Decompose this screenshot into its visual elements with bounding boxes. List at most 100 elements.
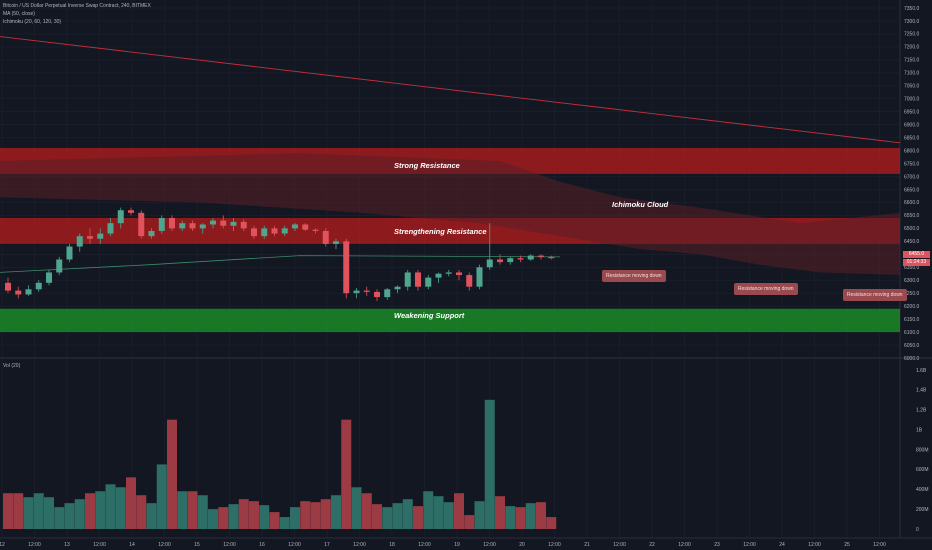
time-tick-label: 12:00 bbox=[353, 542, 366, 548]
time-tick-label: 12:00 bbox=[93, 542, 106, 548]
volume-bar bbox=[546, 517, 557, 529]
price-tick-label: 6650.0 bbox=[904, 187, 920, 193]
volume-bar bbox=[64, 503, 75, 529]
volume-bar bbox=[74, 499, 85, 529]
volume-bar bbox=[454, 493, 464, 529]
candle-body bbox=[169, 218, 175, 229]
candle-body bbox=[322, 230, 329, 244]
candle-body bbox=[415, 272, 421, 287]
candle-body bbox=[486, 259, 493, 268]
volume-bar bbox=[259, 505, 270, 529]
candle-body bbox=[46, 272, 52, 283]
price-tick-label: 7300.0 bbox=[904, 19, 920, 25]
ichimoku-cloud bbox=[0, 153, 900, 275]
volume-tick-label: 1.6B bbox=[916, 368, 927, 374]
price-tick-label: 6600.0 bbox=[904, 200, 920, 206]
volume-bar bbox=[136, 495, 147, 529]
time-tick-label: 16 bbox=[259, 542, 265, 548]
volume-bar bbox=[249, 501, 259, 529]
volume-bar bbox=[126, 477, 136, 529]
time-tick-label: 12:00 bbox=[743, 542, 756, 548]
candle-body bbox=[445, 272, 452, 274]
kijun-line bbox=[0, 255, 561, 273]
candle-body bbox=[456, 272, 462, 276]
volume-legend: Vol (20) bbox=[3, 363, 21, 369]
candle-body bbox=[312, 229, 319, 231]
candle-body bbox=[548, 256, 555, 259]
volume-bar bbox=[33, 493, 44, 529]
volume-bar bbox=[525, 503, 536, 529]
volume-bar bbox=[85, 493, 95, 529]
volume-bar bbox=[310, 502, 321, 529]
weakening-support-label: Weakening Support bbox=[394, 311, 465, 320]
price-tick-label: 7200.0 bbox=[904, 45, 920, 51]
price-tick-label: 6950.0 bbox=[904, 110, 920, 116]
volume-bar bbox=[433, 496, 444, 529]
time-tick-label: 12:00 bbox=[873, 542, 886, 548]
volume-bar bbox=[402, 499, 413, 529]
candle-body bbox=[25, 289, 32, 295]
price-tick-label: 6100.0 bbox=[904, 330, 920, 336]
time-tick-label: 12:00 bbox=[678, 542, 691, 548]
time-tick-label: 19 bbox=[454, 542, 460, 548]
volume-bar bbox=[505, 506, 516, 529]
volume-bar bbox=[413, 506, 423, 529]
volume-bar bbox=[167, 419, 177, 529]
candle-body bbox=[87, 236, 93, 239]
volume-bar bbox=[279, 517, 290, 529]
time-tick-label: 23 bbox=[714, 542, 720, 548]
price-tick-label: 6200.0 bbox=[904, 304, 920, 310]
time-tick-label: 21 bbox=[584, 542, 590, 548]
volume-bar bbox=[341, 419, 352, 529]
time-tick-label: 12:00 bbox=[288, 542, 301, 548]
candle-body bbox=[5, 282, 11, 291]
price-tick-label: 6050.0 bbox=[904, 343, 920, 349]
time-tick-label: 15 bbox=[194, 542, 200, 548]
cloud-area bbox=[0, 153, 900, 275]
candle-body bbox=[363, 290, 370, 292]
strong-resistance-label: Strong Resistance bbox=[394, 161, 460, 170]
candle-body bbox=[476, 267, 483, 287]
candle-body bbox=[76, 236, 83, 247]
volume-bar bbox=[187, 491, 198, 529]
time-tick-label: 12:00 bbox=[483, 542, 496, 548]
time-tick-label: 12:00 bbox=[548, 542, 561, 548]
time-tick-label: 25 bbox=[844, 542, 850, 548]
time-tick-label: 12:00 bbox=[613, 542, 626, 548]
price-tick-label: 7000.0 bbox=[904, 97, 920, 103]
callout-resistance-3: Resistance moving down bbox=[843, 289, 907, 301]
callout-resistance-2: Resistance moving down bbox=[734, 283, 798, 295]
time-tick-label: 12 bbox=[0, 542, 5, 548]
candle-body bbox=[507, 258, 514, 263]
price-tick-label: 7150.0 bbox=[904, 58, 920, 64]
candle-body bbox=[230, 221, 237, 226]
candle-body bbox=[148, 230, 155, 237]
candle-body bbox=[466, 275, 473, 287]
price-tick-label: 6850.0 bbox=[904, 135, 920, 141]
volume-bar bbox=[372, 504, 382, 529]
volume-bar bbox=[95, 491, 106, 529]
volume-bar bbox=[290, 507, 300, 529]
ichimoku-cloud-label: Ichimoku Cloud bbox=[612, 200, 669, 209]
volume-tick-label: 800M bbox=[916, 447, 929, 453]
volume-tick-label: 0 bbox=[916, 527, 919, 533]
price-tick-label: 6000.0 bbox=[904, 356, 920, 362]
price-tick-label: 6750.0 bbox=[904, 161, 920, 167]
price-tick-label: 6550.0 bbox=[904, 213, 920, 219]
candle-body bbox=[374, 291, 380, 298]
candle-body bbox=[302, 224, 309, 230]
volume-bar bbox=[3, 493, 13, 529]
countdown-badge: 01:24:33 bbox=[903, 259, 930, 266]
candle-body bbox=[15, 290, 22, 295]
time-tick-label: 22 bbox=[649, 542, 655, 548]
price-tick-label: 6350.0 bbox=[904, 265, 920, 271]
price-tick-label: 6150.0 bbox=[904, 317, 920, 323]
candle-body bbox=[261, 228, 268, 237]
volume-bar bbox=[351, 487, 362, 529]
time-tick-label: 13 bbox=[64, 542, 70, 548]
axes: 7350.0 7300.0 7250.0 7200.0 7150.0 7100.0 7050… bbox=[0, 6, 929, 548]
time-tick-label: 18 bbox=[389, 542, 395, 548]
volume-bar bbox=[13, 493, 24, 529]
